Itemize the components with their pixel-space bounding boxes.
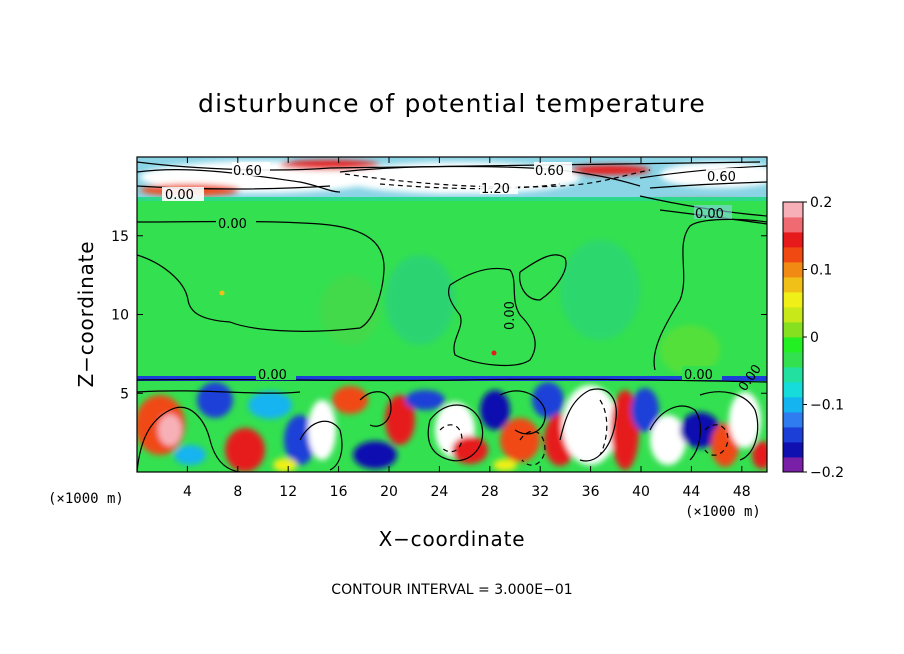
colorbar-swatch	[783, 397, 803, 413]
colorbar-swatch	[783, 382, 803, 398]
x-tick-label: 4	[183, 484, 192, 500]
colorbar-tick-label: 0.2	[810, 195, 832, 211]
colorbar-tick-label: −0.2	[810, 465, 844, 481]
colorbar-swatch	[783, 247, 803, 263]
contour-label: 0.00	[165, 188, 194, 203]
y-tick-label: 5	[120, 386, 129, 402]
x-tick-label: 12	[279, 484, 297, 500]
x-tick-label: 40	[632, 484, 650, 500]
colorbar-tick-label: 0	[810, 330, 819, 346]
x-axis-unit-right: (×1000 m)	[685, 504, 761, 520]
x-tick-label: 24	[430, 484, 448, 500]
x-tick-label: 28	[481, 484, 499, 500]
colorbar-swatch	[783, 307, 803, 323]
x-axis-title: X−coordinate	[379, 527, 526, 551]
colorbar: 0.2 0.1 0 −0.1 −0.2	[782, 195, 844, 481]
x-tick-label: 16	[330, 484, 348, 500]
contour-label: 0.60	[233, 164, 262, 179]
x-tick-label: 8	[233, 484, 242, 500]
colorbar-swatch	[783, 337, 803, 353]
x-tick-label: 20	[380, 484, 398, 500]
contour-lines	[137, 161, 767, 472]
contour-label: 0.60	[707, 170, 736, 185]
colorbar-swatches	[783, 202, 803, 473]
colorbar-swatch	[783, 232, 803, 248]
x-tick-label: 48	[733, 484, 751, 500]
colorbar-swatch	[783, 442, 803, 458]
colorbar-swatch	[783, 217, 803, 233]
colorbar-swatch	[783, 277, 803, 293]
x-axis-ticks: 4 8 12 16 20 24 28 32 36 40 44 48	[183, 157, 751, 500]
contour-label: 0.00	[684, 368, 713, 383]
contour-label: 0.00	[503, 301, 518, 330]
contour-label: 0.00	[695, 207, 724, 222]
colorbar-swatch	[783, 322, 803, 338]
plot-area	[137, 157, 767, 472]
colorbar-swatch	[783, 292, 803, 308]
x-tick-label: 36	[582, 484, 600, 500]
colorbar-swatch	[783, 367, 803, 383]
contour-label: 0.00	[258, 368, 287, 383]
y-tick-label: 10	[111, 308, 129, 324]
boundary-layer	[137, 376, 767, 472]
colorbar-swatch	[783, 427, 803, 443]
y-axis-ticks: 5 10 15	[111, 229, 767, 402]
contour-label: 0.00	[218, 217, 247, 232]
x-tick-label: 44	[682, 484, 700, 500]
colorbar-ticks: 0.2 0.1 0 −0.1 −0.2	[803, 195, 844, 481]
x-tick-label: 32	[531, 484, 549, 500]
colorbar-swatch	[783, 457, 803, 473]
colorbar-swatch	[783, 352, 803, 368]
colorbar-swatch	[783, 202, 803, 218]
x-axis-unit-left: (×1000 m)	[48, 491, 124, 507]
chart-title: disturbunce of potential temperature	[198, 89, 706, 118]
colorbar-swatch	[783, 262, 803, 278]
contour-label: 0.60	[535, 164, 564, 179]
y-tick-label: 15	[111, 229, 129, 245]
colorbar-tick-label: 0.1	[810, 263, 832, 279]
colorbar-swatch	[783, 412, 803, 428]
y-axis-title: Z−coordinate	[74, 241, 98, 388]
contour-interval: CONTOUR INTERVAL = 3.000E−01	[331, 582, 572, 598]
contour-label: 1.20	[481, 182, 510, 197]
colorbar-tick-label: −0.1	[810, 398, 844, 414]
